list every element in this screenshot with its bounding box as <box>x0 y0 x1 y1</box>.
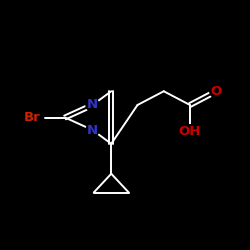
Text: N: N <box>87 98 98 112</box>
Text: Br: Br <box>24 111 41 124</box>
Circle shape <box>184 125 196 138</box>
Text: OH: OH <box>179 125 201 138</box>
Text: O: O <box>210 85 222 98</box>
Circle shape <box>23 108 42 127</box>
Circle shape <box>86 98 99 112</box>
Circle shape <box>210 85 223 98</box>
Circle shape <box>86 124 99 136</box>
Text: N: N <box>87 124 98 136</box>
